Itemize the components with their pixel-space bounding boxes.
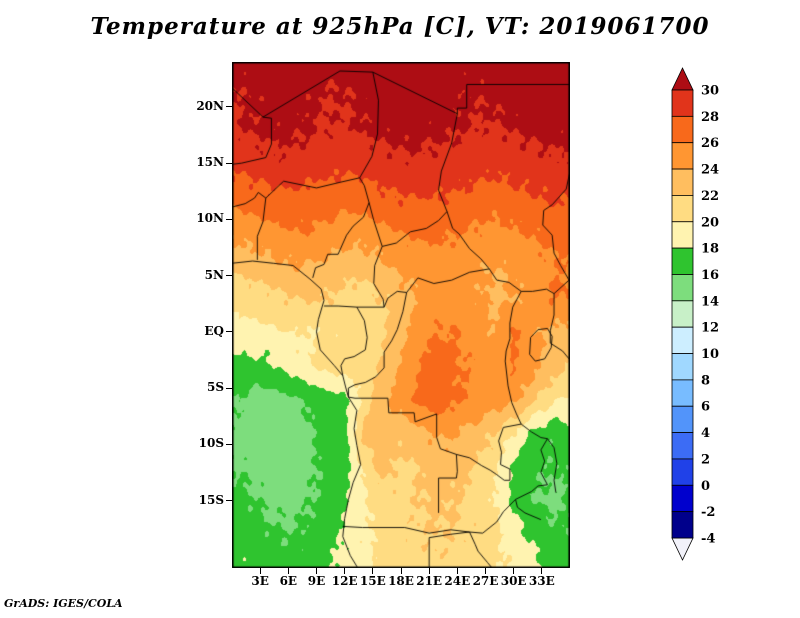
colorbar-segment: [671, 353, 694, 381]
colorbar-label: 26: [701, 136, 719, 151]
colorbar-segment: [671, 221, 694, 249]
lat-tick-mark: [226, 500, 232, 502]
lat-tick-label: 15N: [196, 155, 224, 170]
colorbar-segment: [671, 247, 694, 275]
lon-tick-label: 3E: [251, 574, 269, 588]
colorbar-bottom-triangle: [671, 537, 694, 561]
lat-tick-mark: [226, 443, 232, 445]
lon-tick-label: 9E: [307, 574, 326, 588]
colorbar-label: 14: [701, 294, 719, 309]
lon-tick-mark: [287, 568, 289, 574]
lon-tick-mark: [400, 568, 402, 574]
colorbar-label: 4: [701, 426, 710, 441]
lat-tick-mark: [226, 218, 232, 220]
colorbar-segment: [671, 484, 694, 513]
lon-tick-label: 27E: [472, 574, 499, 588]
lon-tick-label: 21E: [416, 574, 443, 588]
colorbar-label: 16: [701, 268, 719, 283]
lat-tick-label: 10S: [198, 436, 224, 451]
colorbar-segment: [671, 168, 694, 196]
lat-tick-label: 15S: [198, 492, 224, 507]
lat-tick-mark: [226, 106, 232, 108]
colorbar-label: 22: [701, 189, 719, 204]
lon-tick-mark: [541, 568, 543, 574]
colorbar-label: -2: [701, 505, 715, 520]
colorbar-segment: [671, 405, 694, 433]
lon-tick-label: 30E: [500, 574, 527, 588]
colorbar-label: 10: [701, 347, 719, 362]
colorbar-label: 2: [701, 452, 710, 467]
colorbar-label: 30: [701, 84, 719, 99]
lat-tick-label: 5S: [206, 380, 224, 395]
colorbar-segment: [671, 195, 694, 223]
lat-tick-mark: [226, 275, 232, 277]
lon-tick-label: 12E: [331, 574, 358, 588]
lat-tick-label: 20N: [196, 98, 224, 113]
lon-tick-label: 18E: [388, 574, 414, 588]
colorbar-segment: [671, 326, 694, 354]
colorbar-segment: [671, 274, 694, 302]
lon-tick-mark: [485, 568, 486, 574]
lon-tick-mark: [513, 568, 515, 574]
colorbar-top-triangle: [671, 67, 694, 91]
lat-tick-mark: [226, 331, 232, 333]
colorbar-label: 20: [701, 215, 719, 230]
colorbar-label: 0: [701, 479, 710, 494]
colorbar-segment: [671, 89, 694, 117]
lon-tick-label: 24E: [444, 574, 471, 588]
colorbar-label: 12: [701, 321, 719, 336]
lon-tick-mark: [456, 568, 458, 574]
colorbar-segment: [671, 511, 694, 539]
colorbar-label: 8: [701, 373, 710, 388]
colorbar-segment: [671, 458, 694, 486]
colorbar-label: -4: [701, 532, 715, 547]
colorbar-label: 6: [701, 400, 710, 415]
lon-tick-label: 15E: [359, 574, 386, 588]
colorbar-label: 28: [701, 110, 719, 125]
lat-tick-label: 5N: [204, 267, 224, 282]
lat-tick-label: EQ: [204, 323, 224, 338]
lat-tick-mark: [226, 387, 232, 389]
lat-tick-label: 10N: [196, 211, 224, 226]
colorbar-label: 18: [701, 242, 719, 257]
colorbar-segment: [671, 300, 694, 328]
lon-tick-mark: [344, 568, 346, 574]
chart-title: Temperature at 925hPa [C], VT: 201906170…: [90, 13, 710, 40]
colorbar-segment: [671, 432, 694, 460]
lon-tick-mark: [259, 568, 261, 574]
colorbar-segment: [671, 115, 694, 144]
lon-tick-mark: [372, 568, 374, 574]
lon-tick-mark: [316, 568, 317, 574]
lon-tick-label: 33E: [528, 574, 555, 588]
colorbar-segment: [671, 379, 694, 407]
colorbar-label: 24: [701, 163, 719, 178]
lat-tick-mark: [226, 162, 232, 164]
colorbar-segment: [671, 142, 694, 170]
temperature-field-canvas: [232, 62, 570, 568]
lon-tick-mark: [428, 568, 430, 574]
lon-tick-label: 6E: [279, 574, 298, 588]
grads-credit: GrADS: IGES/COLA: [4, 597, 123, 610]
